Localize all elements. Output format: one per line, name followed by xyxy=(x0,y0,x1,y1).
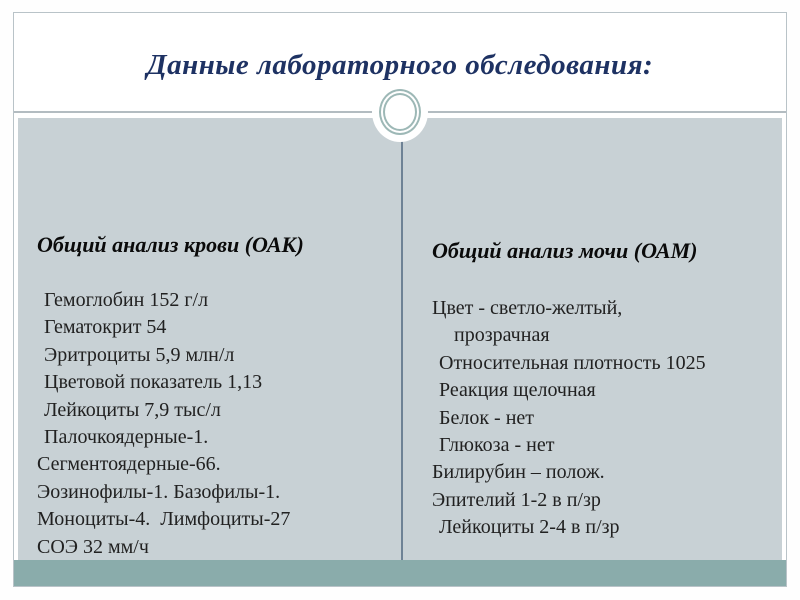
urine-test-line: прозрачная xyxy=(454,324,550,347)
blood-test-line: Эозинофилы-1. Базофилы-1. xyxy=(37,480,281,503)
footer-band xyxy=(14,560,786,586)
blood-test-line: Моноциты-4. Лимфоциты-27 xyxy=(37,508,291,531)
blood-test-line: Гемоглобин 152 г/л xyxy=(44,289,209,311)
blood-test-column: Общий анализ крови (ОАК) Гемоглобин 152 … xyxy=(37,232,399,561)
urine-test-results: Цвет - светло-желтый, прозрачная Относит… xyxy=(432,295,794,542)
urine-test-line: Реакция щелочная xyxy=(439,379,596,402)
blood-test-results: Гемоглобин 152 г/л Гематокрит 54 Эритроц… xyxy=(37,287,399,561)
slide-frame: Данные лабораторного обследования: Общий… xyxy=(13,12,787,587)
urine-test-line: Билирубин – полож. xyxy=(432,461,605,484)
urine-test-line: Относительная плотность 1025 xyxy=(439,351,706,374)
urine-test-line: Эпителий 1-2 в п/зр xyxy=(432,488,601,511)
urine-test-line: Глюкоза - нет xyxy=(439,434,555,457)
ring-ornament-icon xyxy=(379,89,421,135)
blood-test-line: СОЭ 32 мм/ч xyxy=(37,535,149,558)
ring-ornament-inner-circle xyxy=(383,93,417,131)
blood-test-line: Палочкоядерные-1. xyxy=(44,426,209,449)
blood-test-line: Гематокрит 54 xyxy=(44,316,167,339)
blood-test-line: Эритроциты 5,9 млн/л xyxy=(44,343,235,366)
content-panel: Общий анализ крови (ОАК) Гемоглобин 152 … xyxy=(18,118,782,560)
blood-test-heading: Общий анализ крови (ОАК) xyxy=(37,232,304,257)
column-divider xyxy=(401,118,403,560)
urine-test-heading: Общий анализ мочи (ОАМ) xyxy=(432,238,698,263)
urine-test-line: Белок - нет xyxy=(439,406,535,429)
urine-test-line: Цвет - светло-желтый, xyxy=(432,297,623,319)
slide-title: Данные лабораторного обследования: xyxy=(146,49,654,81)
urine-test-line: Лейкоциты 2-4 в п/зр xyxy=(439,516,620,539)
blood-test-line: Лейкоциты 7,9 тыс/л xyxy=(44,398,221,421)
urine-test-column: Общий анализ мочи (ОАМ) Цвет - светло-же… xyxy=(432,238,794,542)
blood-test-line: Сегментоядерные-66. xyxy=(37,453,221,476)
blood-test-line: Цветовой показатель 1,13 xyxy=(44,371,263,394)
